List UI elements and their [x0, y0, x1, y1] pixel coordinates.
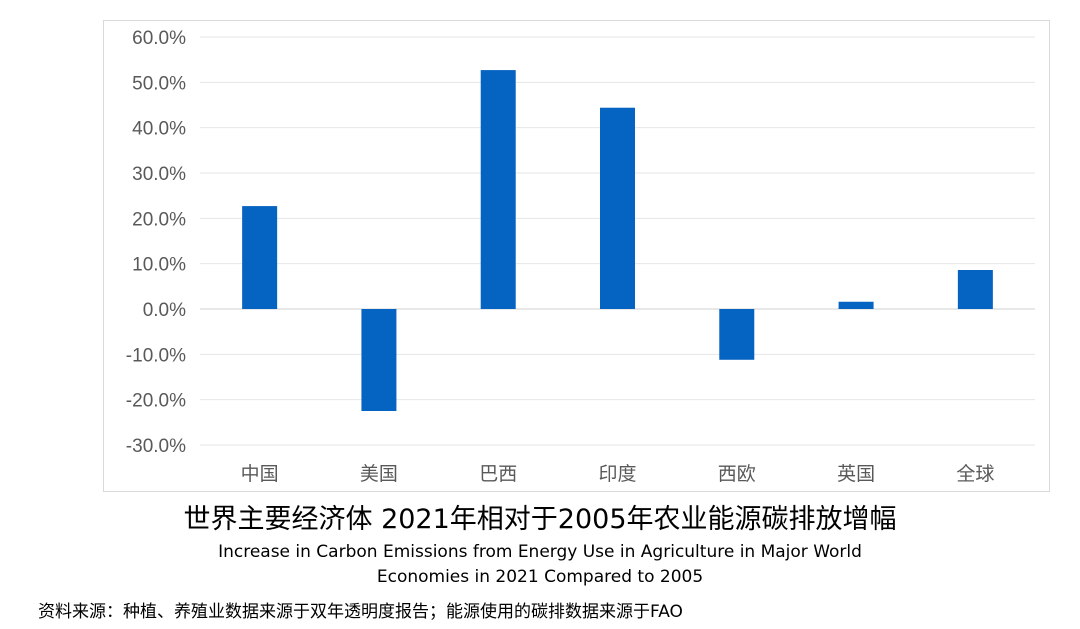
chart-title: 世界主要经济体 2021年相对于2005年农业能源碳排放增幅	[183, 504, 897, 535]
source-note: 资料来源：种植、养殖业数据来源于双年透明度报告；能源使用的碳排数据来源于FAO	[38, 602, 683, 622]
y-tick-label: 40.0%	[132, 119, 186, 140]
y-tick-label: 10.0%	[132, 255, 186, 276]
category-label: 巴西	[479, 463, 517, 485]
y-tick-label: -30.0%	[126, 436, 186, 457]
category-label: 中国	[241, 463, 279, 485]
bar	[361, 309, 397, 411]
y-tick-label: 60.0%	[132, 28, 186, 49]
y-tick-label: 50.0%	[132, 73, 186, 94]
bar	[480, 70, 516, 309]
category-label: 印度	[598, 463, 636, 485]
bar	[242, 206, 278, 309]
y-tick-label: 30.0%	[132, 164, 186, 185]
y-tick-label: 0.0%	[143, 300, 186, 321]
bar-chart: 60.0% 50.0% 40.0% 30.0% 20.0% 10.0% 0.0% -10.0%…	[126, 28, 1035, 485]
y-tick-label: -10.0%	[126, 345, 186, 366]
bar	[957, 270, 993, 309]
bar	[719, 309, 755, 360]
chart-frame: 60.0% 50.0% 40.0% 30.0% 20.0% 10.0% 0.0% -10.0%…	[103, 20, 1050, 492]
category-label: 全球	[956, 463, 994, 485]
y-tick-label: 20.0%	[132, 209, 186, 230]
bar	[600, 107, 635, 309]
chart-subtitle: Increase in Carbon Emissions from Energy…	[218, 542, 862, 587]
category-label: 美国	[360, 463, 398, 485]
y-tick-label: -20.0%	[126, 391, 186, 412]
bar	[838, 301, 874, 309]
category-label: 英国	[837, 463, 875, 485]
category-label: 西欧	[718, 463, 756, 485]
